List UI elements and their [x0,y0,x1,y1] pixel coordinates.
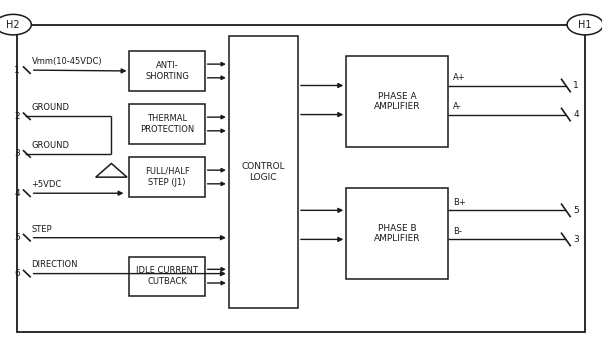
Text: THERMAL
PROTECTION: THERMAL PROTECTION [140,114,194,134]
Text: H1: H1 [579,19,592,30]
Text: 4: 4 [14,189,20,198]
Bar [346,188,448,279]
Bar [129,157,205,197]
Text: STEP: STEP [31,225,52,234]
Text: DIRECTION: DIRECTION [31,261,78,269]
Bar [346,56,448,147]
Text: 3: 3 [14,149,20,158]
Text: ANTI-
SHORTING: ANTI- SHORTING [145,61,189,81]
Circle shape [0,14,31,35]
Text: A-: A- [453,102,462,111]
Text: A+: A+ [453,73,466,82]
Text: PHASE B
AMPLIFIER: PHASE B AMPLIFIER [374,224,421,243]
Text: IDLE CURRENT
CUTBACK: IDLE CURRENT CUTBACK [136,266,198,286]
Text: +5VDC: +5VDC [31,180,62,189]
Text: 5: 5 [573,206,579,215]
Text: 1: 1 [573,81,579,90]
Circle shape [567,14,602,35]
Text: B+: B+ [453,198,466,207]
Text: 3: 3 [573,235,579,244]
Text: PHASE A
AMPLIFIER: PHASE A AMPLIFIER [374,92,421,111]
Text: 2: 2 [14,112,20,121]
Text: B-: B- [453,227,462,236]
Text: Vmm(10-45VDC): Vmm(10-45VDC) [31,57,102,66]
Bar [129,104,205,144]
Bar [129,51,205,91]
Text: 6: 6 [14,269,20,278]
Bar [229,36,298,308]
Text: 4: 4 [573,110,579,119]
Text: 5: 5 [14,233,20,242]
Bar [129,256,205,296]
Text: FULL/HALF
STEP (J1): FULL/HALF STEP (J1) [144,167,190,187]
Text: H2: H2 [7,19,20,30]
Text: GROUND: GROUND [31,103,70,112]
Text: CONTROL
LOGIC: CONTROL LOGIC [241,162,285,182]
Text: 1: 1 [14,66,20,75]
Text: GROUND: GROUND [31,141,70,150]
